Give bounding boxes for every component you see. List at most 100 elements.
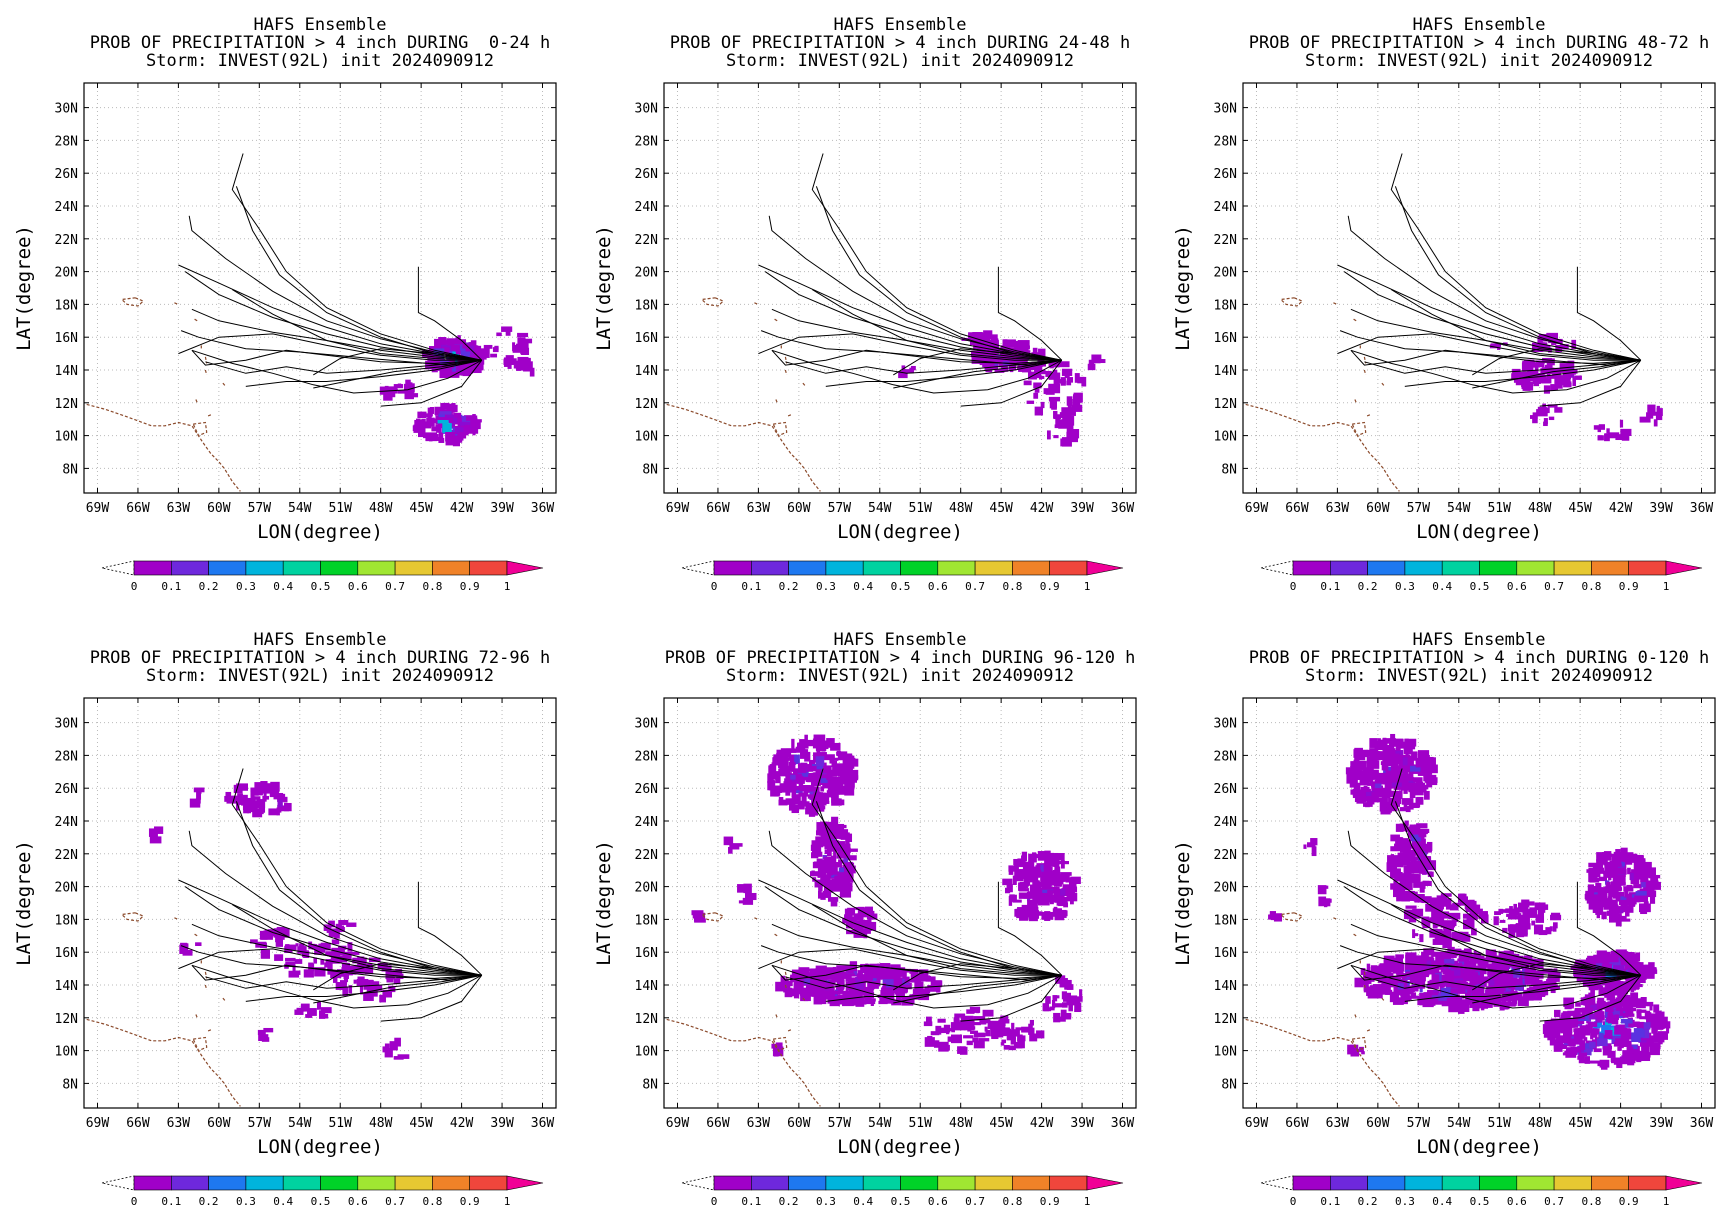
precip-cell [840, 791, 848, 795]
precip-cell [1442, 951, 1450, 958]
panel-storm-label: Storm: INVEST(92L) init 2024090912 [1305, 51, 1653, 71]
precip-cell [837, 987, 844, 994]
lon-tick-label: 57W [248, 501, 272, 516]
precip-cell [1579, 1052, 1588, 1057]
precip-cell [1013, 342, 1023, 348]
x-axis-label: LON(degree) [1416, 1136, 1542, 1158]
precip-cell [1412, 992, 1417, 998]
precip-cell [1002, 366, 1008, 372]
precip-cell [1270, 915, 1280, 921]
colorbar-label: 0.7 [965, 580, 985, 593]
precip-cell [1399, 848, 1404, 853]
ensemble-track [1337, 333, 1641, 361]
colorbar-label: 0.3 [1395, 1195, 1415, 1208]
lon-tick-label: 60W [1366, 501, 1390, 516]
precip-cell [1417, 768, 1425, 776]
precip-cell [1447, 946, 1455, 957]
lon-tick-label: 36W [1690, 1116, 1714, 1131]
precip-cell [996, 1029, 1004, 1038]
colorbar-label: 0.7 [385, 580, 405, 593]
precip-cell [1419, 1002, 1424, 1006]
precip-cell [1474, 988, 1479, 995]
precip-cell [1618, 982, 1629, 988]
precip-cell [1010, 1038, 1016, 1045]
precip-cell [1553, 338, 1563, 344]
colorbar-label: 1 [504, 580, 511, 593]
precip-cell [1624, 1007, 1637, 1012]
precip-cell [1362, 971, 1370, 976]
lat-tick-label: 14N [55, 979, 78, 994]
precip-cell [1000, 1021, 1005, 1028]
precip-cell [1055, 975, 1066, 984]
precip-cell [1640, 910, 1648, 915]
colorbar-bin [1012, 1175, 1051, 1191]
precip-cell [1616, 1062, 1623, 1069]
precip-cell [1596, 859, 1608, 865]
lon-tick-label: 51W [328, 1116, 352, 1131]
precip-cell [808, 983, 821, 990]
coastline-segment [204, 369, 208, 376]
precip-cell [1403, 881, 1413, 891]
ensemble-track [1539, 359, 1642, 407]
precip-cell [973, 1016, 986, 1021]
precip-cell [1607, 1015, 1615, 1024]
precip-cell [1406, 842, 1410, 848]
precip-cell [839, 982, 845, 990]
precip-cell [1513, 961, 1518, 969]
ensemble-track [768, 830, 1062, 976]
precip-cell [1588, 901, 1595, 910]
precip-cell [976, 1009, 980, 1014]
precip-cell [1480, 914, 1489, 924]
precip-cell [472, 426, 476, 436]
precip-cell [1389, 742, 1395, 753]
y-axis-label: LAT(degree) [1172, 225, 1194, 351]
panel-ensemble-title: HAFS Ensemble [1412, 15, 1545, 35]
precip-cell [343, 975, 349, 983]
precip-cell [785, 774, 793, 778]
precip-cell [1383, 959, 1394, 966]
precip-cell [1602, 1049, 1612, 1056]
precip-cell [1363, 785, 1368, 790]
precip-cell [1409, 792, 1416, 799]
precip-cell [1487, 963, 1497, 973]
precip-cell [1374, 986, 1382, 993]
precip-cell [319, 1010, 326, 1019]
precip-cell [1525, 994, 1534, 1001]
precip-cell [224, 795, 231, 802]
precip-cell [428, 346, 436, 355]
precip-cell [823, 974, 829, 980]
precip-cell [1373, 755, 1384, 760]
lat-tick-label: 26N [1214, 167, 1237, 182]
precip-cell [846, 848, 858, 852]
colorbar-label: 0.1 [161, 1195, 181, 1208]
precip-cell [822, 781, 830, 789]
precip-cell [496, 332, 502, 337]
precip-cell [505, 330, 511, 336]
precip-cell [824, 874, 829, 882]
precip-cell [1584, 968, 1594, 977]
colorbar-bin [1441, 560, 1480, 576]
y-axis-label: LAT(degree) [593, 225, 615, 351]
coastline [666, 912, 821, 1107]
lat-tick-label: 10N [55, 1045, 78, 1060]
gridlines [84, 698, 556, 1108]
precip-cell [1608, 914, 1618, 923]
precip-cell [1051, 999, 1056, 1009]
precip-cell [1422, 880, 1426, 889]
lon-tick-label: 48W [949, 1116, 973, 1131]
precip-cell [882, 979, 894, 988]
precip-cell [1353, 759, 1360, 768]
lon-tick-label: 54W [288, 501, 312, 516]
precip-cell [1416, 823, 1428, 829]
precip-cell [357, 965, 365, 973]
precip-cell [297, 946, 307, 954]
panel-storm-label: Storm: INVEST(92L) init 2024090912 [146, 666, 494, 686]
precip-cell [1324, 898, 1331, 907]
precip-cell [1547, 404, 1558, 408]
precip-cell [395, 968, 403, 977]
precip-cell [832, 862, 843, 868]
precip-cell [985, 365, 993, 373]
ensemble-track [245, 359, 482, 387]
lon-tick-label: 66W [706, 501, 730, 516]
precip-cell [1494, 977, 1501, 986]
